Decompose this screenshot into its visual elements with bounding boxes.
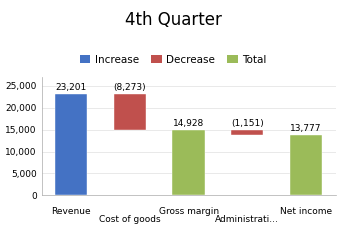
Text: Net income: Net income: [280, 207, 332, 216]
Text: Administrati...: Administrati...: [216, 215, 279, 224]
Legend: Increase, Decrease, Total: Increase, Decrease, Total: [76, 51, 270, 69]
Text: Gross margin: Gross margin: [158, 207, 219, 216]
Bar: [172, 130, 205, 195]
Bar: [290, 135, 322, 195]
Text: Revenue: Revenue: [51, 207, 91, 216]
Text: 14,928: 14,928: [173, 119, 204, 128]
Bar: [113, 94, 146, 130]
Text: 23,201: 23,201: [55, 83, 86, 92]
Text: Cost of goods: Cost of goods: [99, 215, 161, 224]
Text: 13,777: 13,777: [290, 124, 322, 133]
Bar: [55, 94, 87, 195]
Text: (8,273): (8,273): [113, 83, 146, 92]
Bar: [231, 130, 264, 135]
Text: (1,151): (1,151): [231, 119, 264, 128]
Text: 4th Quarter: 4th Quarter: [125, 11, 221, 29]
